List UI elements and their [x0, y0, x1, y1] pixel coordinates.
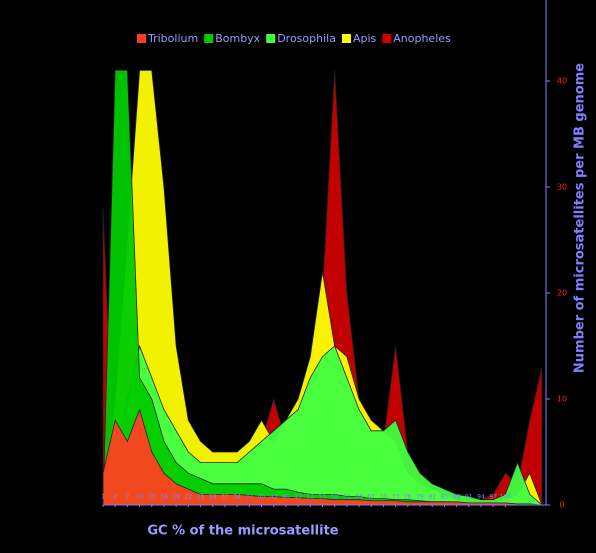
x-tick-label: 43 — [270, 494, 278, 501]
x-tick-label: 13 — [148, 494, 156, 501]
x-tick-label: 70 — [380, 494, 388, 501]
y-tick-label: 10 — [557, 395, 567, 404]
legend-label: Drosophila — [277, 32, 336, 45]
x-tick-label: 64 — [355, 494, 363, 501]
area-series — [102, 344, 544, 506]
x-tick-label: 82 — [428, 494, 436, 501]
y-tick-label: 40 — [557, 77, 567, 86]
y-tick-label: 0 — [559, 501, 564, 510]
legend-swatch — [266, 34, 276, 43]
x-tick-label: 28 — [209, 494, 217, 501]
x-tick-label: 100 — [500, 494, 512, 501]
x-tick-label: 34 — [233, 494, 241, 501]
y-tick-label: 20 — [557, 289, 567, 298]
x-tick-label: 85 — [441, 494, 449, 501]
area-series — [102, 408, 542, 506]
x-tick-label: 19 — [172, 494, 180, 501]
x-tick-label: 79 — [416, 494, 424, 501]
y-tick-label: 30 — [557, 183, 567, 192]
x-tick-label: 1 — [101, 494, 105, 501]
x-tick-label: 88 — [453, 494, 461, 501]
legend-label: Anopheles — [393, 32, 451, 45]
x-tick-label: 25 — [197, 494, 205, 501]
legend-swatch — [137, 34, 146, 43]
x-tick-label: 94 — [477, 494, 485, 501]
x-tick-label: 91 — [465, 494, 473, 501]
y-axis-title: Number of microsatellites per MB genome — [573, 63, 588, 373]
x-axis-title: GC % of the microsatellite — [147, 524, 338, 539]
x-tick-label: 97 — [489, 494, 497, 501]
x-tick-label: 73 — [392, 494, 400, 501]
legend-label: Apis — [353, 32, 377, 45]
x-tick-label: 16 — [160, 494, 168, 501]
x-tick-label: 76 — [404, 494, 412, 501]
x-tick-label: 52 — [306, 494, 314, 501]
legend-label: Tribolium — [147, 32, 198, 45]
x-tick-label: 4 — [113, 494, 117, 501]
x-tick-label: 61 — [343, 494, 351, 501]
legend-label: Bombyx — [215, 32, 260, 45]
x-tick-label: 40 — [258, 494, 266, 501]
x-tick-label: 22 — [185, 494, 193, 501]
legend-swatch — [204, 34, 214, 43]
legend-swatch — [382, 34, 392, 43]
x-tick-label: 10 — [136, 494, 144, 501]
x-tick-label: 67 — [367, 494, 375, 501]
x-tick-label: 7 — [125, 494, 129, 501]
x-tick-label: 46 — [282, 494, 290, 501]
x-tick-label: 49 — [294, 494, 302, 501]
x-tick-label: 31 — [221, 494, 229, 501]
x-tick-label: 37 — [245, 494, 253, 501]
x-tick-label: 58 — [331, 494, 339, 501]
legend-swatch — [341, 34, 351, 43]
x-tick-label: 55 — [319, 494, 327, 501]
